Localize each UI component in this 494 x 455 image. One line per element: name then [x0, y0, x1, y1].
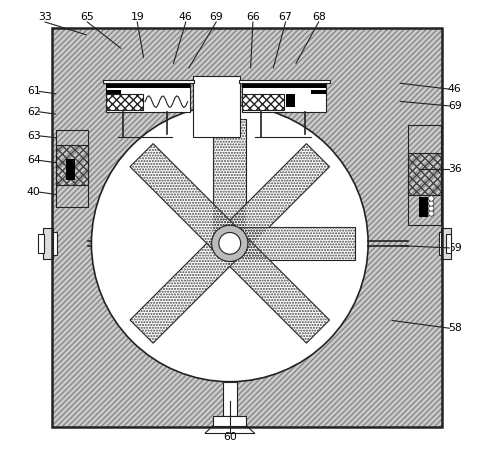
Text: 68: 68: [312, 11, 326, 21]
Bar: [106, 94, 143, 110]
Text: 69: 69: [209, 11, 223, 21]
Text: 64: 64: [27, 155, 41, 165]
Bar: [223, 382, 237, 416]
Text: 59: 59: [448, 243, 461, 253]
Bar: [106, 90, 122, 94]
Polygon shape: [218, 144, 329, 255]
Text: 19: 19: [130, 11, 144, 21]
Bar: [39, 234, 44, 253]
Bar: [66, 158, 75, 180]
Bar: [51, 232, 57, 255]
Text: 36: 36: [448, 164, 461, 174]
Bar: [52, 28, 442, 427]
Circle shape: [428, 201, 434, 206]
Bar: [106, 81, 190, 112]
Bar: [239, 80, 330, 83]
Text: 63: 63: [27, 131, 41, 141]
Text: 33: 33: [38, 11, 52, 21]
Polygon shape: [218, 232, 329, 343]
Bar: [56, 146, 88, 186]
Polygon shape: [230, 227, 355, 260]
Circle shape: [219, 233, 241, 254]
Bar: [52, 28, 442, 427]
Text: 46: 46: [448, 84, 461, 94]
Text: 46: 46: [179, 11, 193, 21]
Circle shape: [428, 211, 434, 216]
Bar: [446, 234, 451, 253]
Bar: [439, 232, 443, 255]
Polygon shape: [130, 232, 241, 343]
Text: 61: 61: [27, 86, 41, 96]
Bar: [52, 28, 442, 427]
Circle shape: [211, 225, 248, 262]
Text: 60: 60: [223, 432, 237, 442]
Bar: [56, 130, 88, 207]
Bar: [243, 83, 327, 88]
Bar: [243, 94, 285, 110]
Bar: [56, 146, 88, 186]
Bar: [193, 76, 240, 137]
Bar: [311, 90, 327, 94]
Text: 66: 66: [246, 11, 260, 21]
Text: 40: 40: [27, 187, 41, 197]
Text: 69: 69: [448, 101, 461, 111]
Text: 58: 58: [448, 323, 461, 333]
Bar: [103, 80, 194, 83]
Polygon shape: [213, 119, 246, 243]
Bar: [213, 416, 246, 426]
Circle shape: [91, 105, 368, 382]
Text: 67: 67: [279, 11, 292, 21]
Circle shape: [428, 206, 434, 211]
Circle shape: [428, 196, 434, 201]
Bar: [419, 197, 428, 217]
Text: 62: 62: [27, 107, 41, 117]
Bar: [243, 81, 327, 112]
Bar: [441, 228, 451, 259]
Bar: [43, 228, 53, 259]
Bar: [408, 153, 441, 195]
Bar: [106, 83, 190, 88]
Bar: [408, 126, 441, 225]
Bar: [408, 153, 441, 195]
Bar: [286, 94, 294, 107]
Text: 65: 65: [81, 11, 94, 21]
Polygon shape: [130, 144, 241, 255]
